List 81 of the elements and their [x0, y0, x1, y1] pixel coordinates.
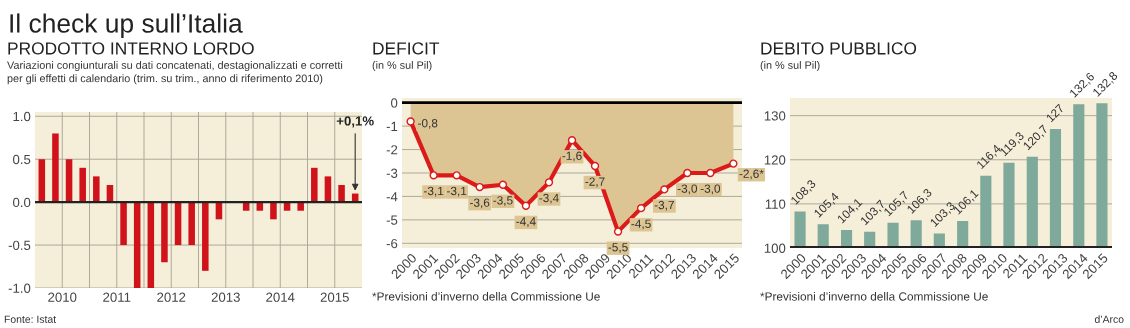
point: [729, 159, 738, 168]
y-tick-label: 0: [391, 98, 398, 108]
x-tick-label: 2015: [320, 292, 349, 302]
y-tick-label: -4: [386, 192, 398, 202]
data-label: -3,6: [470, 198, 490, 209]
point: [613, 227, 623, 236]
point: [521, 201, 531, 210]
data-label: -3,0: [700, 184, 721, 195]
data-label: -3,4: [539, 193, 559, 204]
y-tick-label: 110: [765, 199, 786, 209]
y-tick-label: -5: [386, 215, 398, 225]
data-label: -4,4: [516, 217, 536, 227]
bar: [338, 184, 345, 203]
data-label: -3,5: [493, 196, 513, 206]
chart-subtitle: Variazioni congiunturali su dati concatenati, destagionalizzati e corretti per gli effetti di calendario (trim. su trim., anno di riferimento 2010): [7, 61, 343, 85]
text: d’Arco: [1094, 315, 1124, 323]
bar: [270, 202, 277, 220]
text: Il check up sull’Italia: [10, 13, 243, 38]
x-tick-label: 2010: [48, 292, 77, 302]
text: *Previsioni d’inverno della Commissione Ue: [372, 291, 600, 301]
bar: [297, 202, 304, 211]
bar: [147, 202, 155, 288]
bar: [161, 202, 168, 263]
data-label: -0,8: [418, 119, 438, 129]
point: [429, 171, 438, 180]
x-tick-label: 2013: [211, 292, 240, 302]
chart-title: DEBITO PUBBLICO: [761, 42, 917, 55]
data-label: -3,0: [677, 184, 698, 195]
bar: [174, 202, 182, 246]
point: [498, 180, 508, 189]
data-label: -5,5: [608, 243, 628, 253]
bar: [93, 176, 100, 203]
data-label: -2,6*: [739, 169, 764, 180]
bar: [52, 133, 59, 203]
chart-title: PRODOTTO INTERNO LORDO: [8, 42, 254, 55]
x-tick-label: 2012: [157, 292, 186, 302]
y-tick-label: -1: [386, 121, 398, 131]
y-tick-label: -0.5: [8, 240, 31, 250]
annotation: +0,1%: [336, 116, 374, 128]
point: [567, 136, 577, 145]
chart-subtitle: (in % sul Pil): [760, 61, 820, 72]
data-label: -3,1: [423, 186, 444, 197]
y-tick-label: 100: [764, 243, 786, 253]
y-tick-label: -3: [386, 168, 398, 178]
bar: [188, 202, 195, 246]
bar: [202, 202, 209, 271]
data-label: -1,6: [562, 151, 582, 162]
data-label: -4,5: [631, 219, 651, 230]
y-tick-label: 130: [764, 111, 786, 121]
bar: [311, 167, 318, 203]
bar: [38, 159, 46, 203]
data-label: -3,1: [447, 186, 467, 197]
data-label: -3,7: [654, 200, 674, 211]
bar: [79, 167, 86, 203]
text: *Previsioni d’inverno della Commissione Ue: [760, 291, 988, 301]
y-tick-label: -6: [386, 238, 398, 249]
y-tick-label: 1.0: [13, 111, 31, 122]
bar: [133, 202, 141, 288]
y-tick-label: 0.5: [13, 154, 31, 165]
y-tick-label: -1.0: [8, 283, 31, 293]
point: [636, 203, 646, 213]
point: [660, 185, 669, 194]
bar: [65, 159, 73, 203]
point: [475, 182, 484, 192]
point: [544, 178, 554, 187]
chart-title: DEFICIT: [373, 42, 440, 55]
source-note: Fonte: Istat: [4, 315, 57, 323]
point: [406, 117, 415, 126]
point: [683, 168, 692, 178]
data-label: 127: [1045, 103, 1065, 123]
point: [452, 171, 461, 180]
bar: [120, 202, 127, 246]
point: [590, 161, 600, 171]
chart-subtitle: (in % sul Pil): [372, 61, 432, 72]
point: [706, 168, 715, 178]
data-label: -2,7: [585, 177, 605, 188]
y-tick-label: -2: [386, 145, 398, 155]
x-tick-label: 2014: [266, 292, 295, 302]
y-tick-label: 120: [764, 155, 786, 165]
x-tick-label: 2011: [103, 292, 131, 302]
y-tick-label: 0.0: [13, 197, 31, 208]
